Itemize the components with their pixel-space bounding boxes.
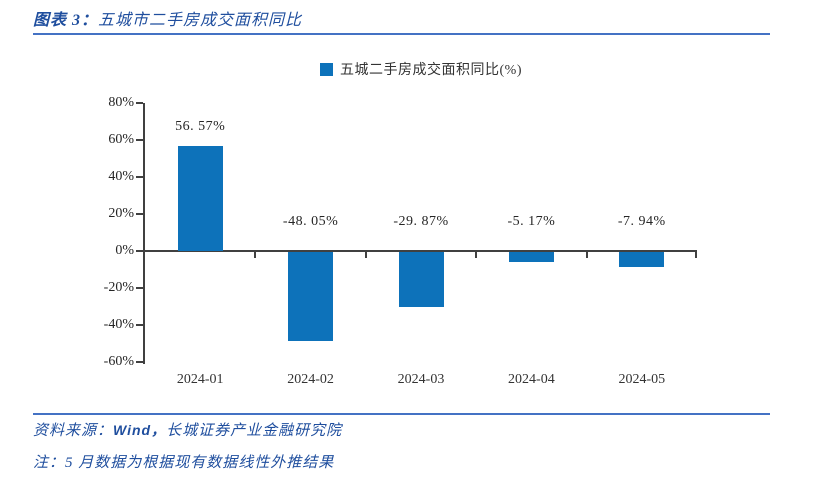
y-axis-tick [136,250,143,252]
bar-chart: 80% 60% 40% 20% 0% -20% -40% -60% 56. 57% 2024-01… [103,95,697,387]
x-axis-tick [695,251,697,258]
bar-value-label: -29. 87% [393,214,449,229]
bar [619,252,665,267]
y-axis-tick [136,139,143,141]
x-axis-category-label: 2024-03 [397,372,445,387]
y-axis-tick-label: 0% [115,243,134,258]
y-axis-tick-label: -40% [103,317,134,332]
chart-legend: 五城二手房成交面积同比(%) [145,61,697,78]
y-axis-tick-label: 40% [108,169,134,184]
legend-swatch [320,62,333,76]
source-org: 长城证券产业金融研究院 [166,423,343,439]
y-axis-line [143,103,145,364]
y-axis-tick-label: -60% [103,354,134,369]
bar-value-label: -7. 94% [617,214,666,229]
figure-title-text: 五城市二手房成交面积同比 [98,12,303,29]
x-axis-tick [364,251,367,258]
bar-value-label: -5. 17% [507,214,556,229]
y-axis-tick [136,361,143,363]
source-line: 资料来源：Wind，长城证券产业金融研究院 [33,419,342,440]
x-axis-tick [254,251,257,258]
source-label: 资料来源： [33,423,114,439]
x-axis-zero-line [143,250,697,252]
bar [398,252,444,308]
bar [288,252,334,341]
x-axis-category-label: 2024-02 [287,372,334,387]
y-axis-tick [136,213,143,215]
x-axis-category-label: 2024-01 [176,372,224,387]
x-axis-tick [475,251,478,258]
bar-value-label: -48. 05% [282,214,339,229]
y-axis-tick [136,102,143,104]
y-axis-tick-label: 60% [108,132,134,147]
bar [508,252,554,262]
y-axis-tick [136,324,143,326]
y-axis-tick-label: -20% [103,280,134,295]
x-axis-tick [585,251,588,258]
y-axis-tick-label: 80% [108,95,134,110]
title-underline [33,33,770,35]
footer-rule [33,413,770,415]
note-line: 注：5 月数据为根据现有数据线性外推结果 [33,455,335,471]
figure-title: 图表 3：五城市二手房成交面积同比 [33,6,302,30]
bar [177,146,223,251]
y-axis-tick [136,176,143,178]
legend-label: 五城二手房成交面积同比(%) [340,63,522,78]
x-axis-category-label: 2024-05 [618,372,666,387]
y-axis-tick [136,287,143,289]
figure-title-prefix: 图表 3： [33,12,99,29]
source-wind: Wind， [113,422,167,438]
x-axis-category-label: 2024-04 [508,372,555,387]
bar-value-label: 56. 57% [175,119,226,135]
y-axis-tick-label: 20% [108,206,134,221]
